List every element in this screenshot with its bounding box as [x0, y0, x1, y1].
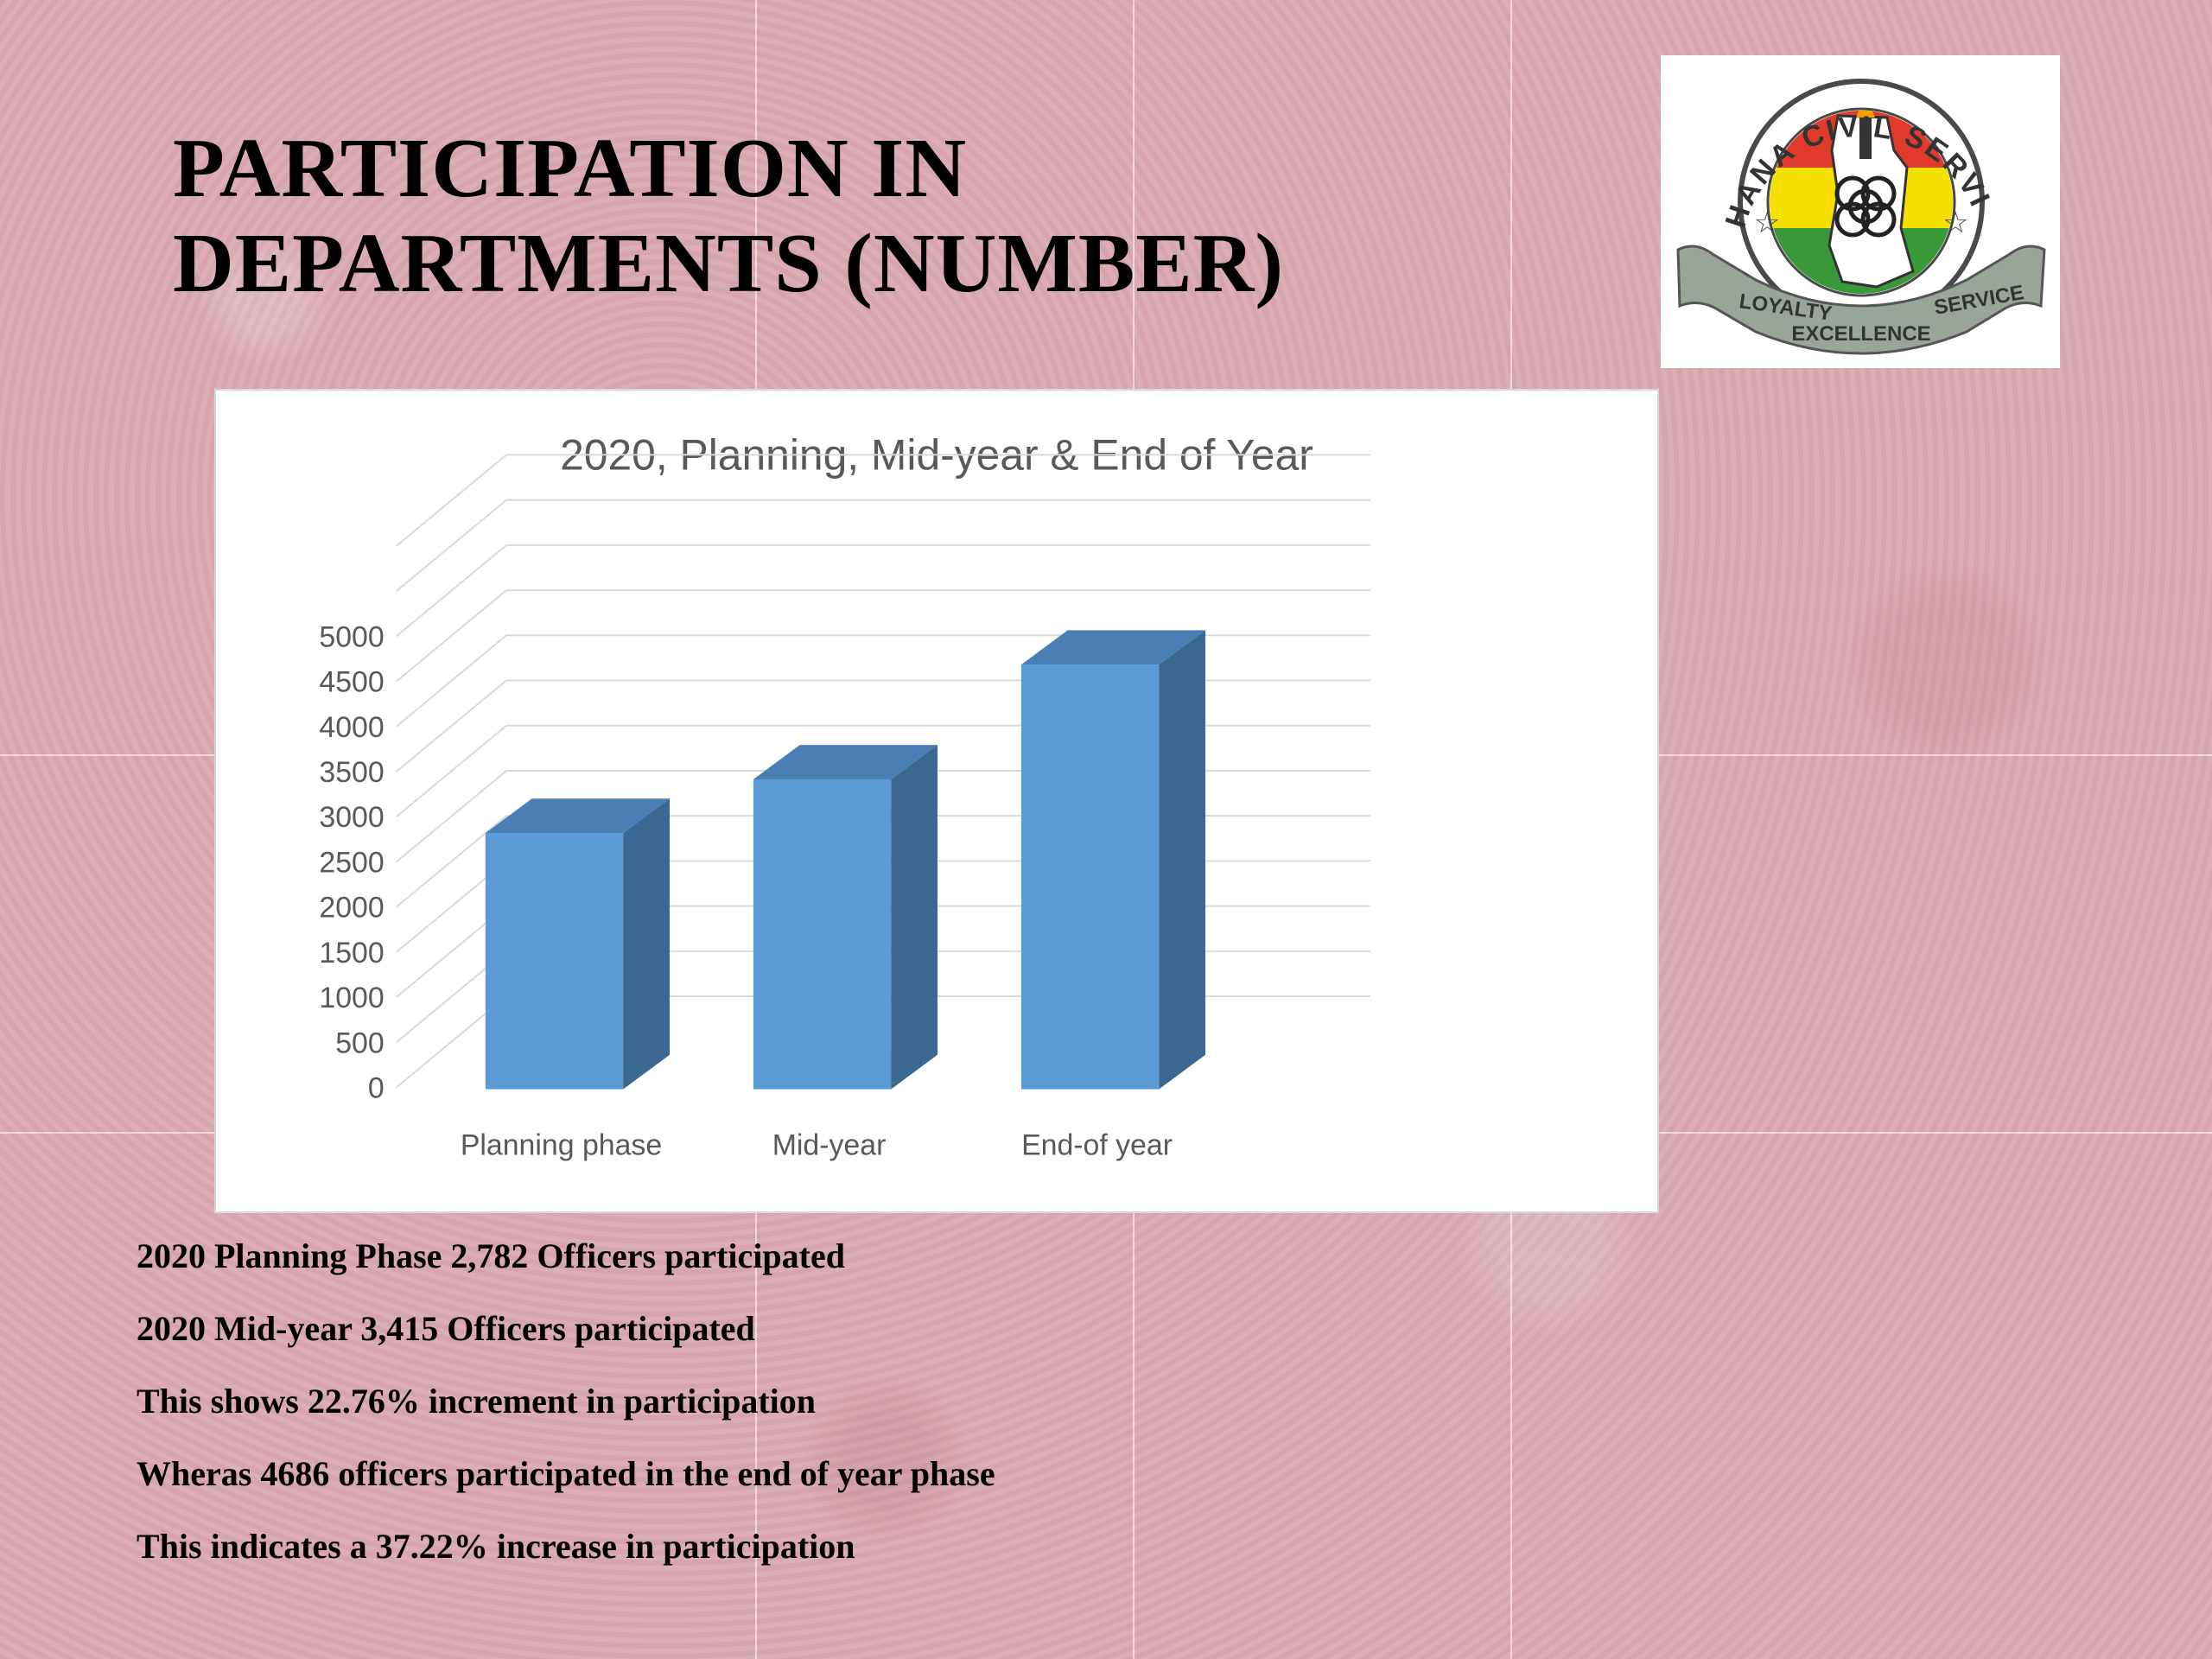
bar-top: [753, 745, 938, 779]
bar-chart: 2020, Planning, Mid-year & End of Year 0…: [319, 431, 1370, 1161]
torch-icon: [1859, 116, 1872, 159]
y-tick-label: 4500: [319, 666, 384, 699]
x-category-label: Mid-year: [772, 1128, 887, 1161]
note-line: 2020 Mid-year 3,415 Officers participate…: [137, 1309, 755, 1348]
bar-top: [1020, 630, 1206, 665]
bar-front: [485, 833, 624, 1090]
y-tick-label: 2000: [319, 892, 384, 925]
chart-panel: 2020, Planning, Mid-year & End of Year 0…: [214, 389, 1659, 1213]
bar: [485, 798, 670, 1090]
slide-title: PARTICIPATION IN DEPARTMENTS (NUMBER): [173, 121, 1469, 311]
gridline-depth: [395, 544, 507, 638]
notes-list: 2020 Planning Phase 2,782 Officers parti…: [137, 1220, 1605, 1583]
ribbon-middle-text: EXCELLENCE: [1791, 322, 1930, 346]
gridline-depth: [395, 724, 507, 818]
bar-top: [485, 798, 670, 834]
y-tick-label: 4000: [319, 711, 384, 744]
slide-title-line-2: DEPARTMENTS (NUMBER): [173, 217, 1285, 310]
gridline-depth: [395, 679, 507, 772]
y-tick-label: 3000: [319, 801, 384, 834]
gridline-depth: [395, 589, 507, 683]
bar-side: [1159, 630, 1206, 1090]
slide-title-line-1: PARTICIPATION IN: [173, 122, 968, 215]
gridline-depth: [395, 770, 507, 863]
rings-icon: [1834, 175, 1897, 238]
bar: [753, 745, 938, 1090]
note-line: 2020 Planning Phase 2,782 Officers parti…: [137, 1236, 845, 1275]
bar-side: [623, 798, 670, 1090]
gridline-depth: [395, 499, 507, 592]
bar-front: [753, 779, 892, 1090]
star-icon: ☆: [1942, 206, 1968, 240]
y-tick-label: 500: [335, 1027, 384, 1059]
y-tick-label: 5000: [319, 620, 384, 653]
gridline-depth: [395, 454, 507, 547]
note-line: Wheras 4686 officers participated in the…: [137, 1454, 995, 1493]
y-tick-label: 1500: [319, 937, 384, 969]
star-icon: ☆: [1754, 206, 1780, 240]
bar-side: [891, 745, 938, 1090]
bar: [1020, 630, 1206, 1090]
note-line: This shows 22.76% increment in participa…: [137, 1382, 816, 1421]
logo-emblem: ☆ ☆ GHANA CIVIL SERVICE LOYALTY EXCELLEN…: [1661, 55, 2046, 355]
ghana-civil-service-logo: ☆ ☆ GHANA CIVIL SERVICE LOYALTY EXCELLEN…: [1661, 55, 2060, 368]
x-category-label: Planning phase: [461, 1128, 662, 1161]
bar-front: [1020, 664, 1160, 1090]
y-tick-label: 3500: [319, 756, 384, 789]
y-tick-label: 0: [368, 1072, 385, 1105]
x-category-label: End-of year: [1021, 1128, 1173, 1161]
note-line: This indicates a 37.22% increase in part…: [137, 1527, 855, 1566]
gridline-depth: [395, 815, 507, 908]
logo-ribbon: [1676, 245, 2046, 355]
y-tick-label: 1000: [319, 982, 384, 1014]
gridline-depth: [395, 634, 507, 728]
y-tick-label: 2500: [319, 846, 384, 879]
